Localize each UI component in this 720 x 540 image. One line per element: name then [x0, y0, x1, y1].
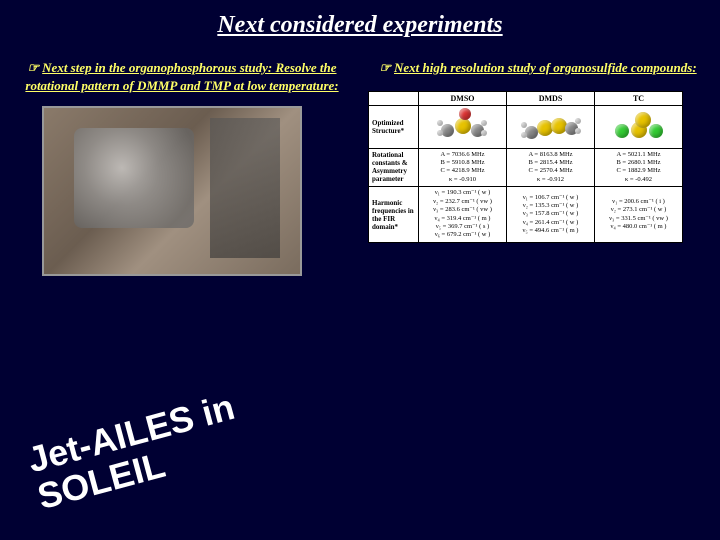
val: ν₃ = 331.5 cm⁻¹ ( vw )	[598, 215, 679, 223]
freq-dmso: ν₁ = 190.3 cm⁻¹ ( w ) ν₂ = 232.7 cm⁻¹ ( …	[419, 187, 507, 243]
pointer-icon: ☞	[379, 59, 391, 77]
val: ν₂ = 273.1 cm⁻¹ ( w )	[598, 206, 679, 214]
val: ν₁ = 106.7 cm⁻¹ ( w )	[510, 194, 591, 202]
right-heading-text: Next high resolution study of organosulf…	[394, 60, 697, 75]
row-label-structure: Optimized Structure*	[369, 105, 419, 148]
val: ν₃ = 283.6 cm⁻¹ ( vw )	[422, 206, 503, 214]
header-tc: TC	[595, 91, 683, 105]
left-column: ☞Next step in the organophosphorous stud…	[12, 59, 352, 276]
val: ν₂ = 232.7 cm⁻¹ ( vw )	[422, 198, 503, 206]
rot-tc: A = 5021.1 MHz B = 2680.1 MHz C = 1882.9…	[595, 148, 683, 187]
val: C = 2570.4 MHz	[510, 167, 591, 175]
content-row: ☞Next step in the organophosphorous stud…	[0, 39, 720, 276]
freq-tc: ν₁ = 200.6 cm⁻¹ ( i ) ν₂ = 273.1 cm⁻¹ ( …	[595, 187, 683, 243]
val: κ = -0.910	[422, 176, 503, 184]
val: ν₄ = 261.4 cm⁻¹ ( w )	[510, 219, 591, 227]
rot-dmds: A = 8163.8 MHz B = 2815.4 MHz C = 2570.4…	[507, 148, 595, 187]
val: ν₅ = 369.7 cm⁻¹ ( s )	[422, 223, 503, 231]
structure-row: Optimized Structure*	[369, 105, 683, 148]
table-header-row: DMSO DMDS TC	[369, 91, 683, 105]
compound-table: DMSO DMDS TC Optimized Structure*	[368, 91, 683, 243]
val: ν₆ = 679.2 cm⁻¹ ( w )	[422, 231, 503, 239]
row-label-rot: Rotational constants & Asymmetry paramet…	[369, 148, 419, 187]
header-dmso: DMSO	[419, 91, 507, 105]
lab-photo-placeholder	[42, 106, 302, 276]
val: ν₁ = 200.6 cm⁻¹ ( i )	[598, 198, 679, 206]
val: ν₃ = 157.8 cm⁻¹ ( w )	[510, 210, 591, 218]
val: ν₂ = 135.3 cm⁻¹ ( w )	[510, 202, 591, 210]
freq-row: Harmonic frequencies in the FIR domain* …	[369, 187, 683, 243]
val: ν₅ = 494.6 cm⁻¹ ( m )	[510, 227, 591, 235]
rot-dmso: A = 7036.6 MHz B = 5910.8 MHz C = 4218.9…	[419, 148, 507, 187]
header-dmds: DMDS	[507, 91, 595, 105]
val: κ = -0.492	[598, 176, 679, 184]
struct-dmds	[507, 105, 595, 148]
struct-tc	[595, 105, 683, 148]
row-label-freq: Harmonic frequencies in the FIR domain*	[369, 187, 419, 243]
right-column: ☞Next high resolution study of organosul…	[368, 59, 708, 276]
stamp-text: Jet-AILES in SOLEIL	[24, 388, 248, 516]
val: ν₄ = 319.4 cm⁻¹ ( m )	[422, 215, 503, 223]
slide-title: Next considered experiments	[0, 0, 720, 39]
header-blank	[369, 91, 419, 105]
struct-dmso	[419, 105, 507, 148]
right-heading: ☞Next high resolution study of organosul…	[368, 59, 708, 77]
val: A = 5021.1 MHz	[598, 151, 679, 159]
left-heading-text: Next step in the organophosphorous study…	[25, 60, 338, 93]
val: ν₁ = 190.3 cm⁻¹ ( w )	[422, 189, 503, 197]
val: B = 5910.8 MHz	[422, 159, 503, 167]
val: A = 8163.8 MHz	[510, 151, 591, 159]
rot-row: Rotational constants & Asymmetry paramet…	[369, 148, 683, 187]
val: B = 2815.4 MHz	[510, 159, 591, 167]
val: C = 1882.9 MHz	[598, 167, 679, 175]
freq-dmds: ν₁ = 106.7 cm⁻¹ ( w ) ν₂ = 135.3 cm⁻¹ ( …	[507, 187, 595, 243]
val: B = 2680.1 MHz	[598, 159, 679, 167]
pointer-icon: ☞	[28, 59, 40, 77]
val: κ = -0.912	[510, 176, 591, 184]
val: C = 4218.9 MHz	[422, 167, 503, 175]
left-heading: ☞Next step in the organophosphorous stud…	[12, 59, 352, 94]
val: A = 7036.6 MHz	[422, 151, 503, 159]
val: ν₄ = 480.0 cm⁻¹ ( m )	[598, 223, 679, 231]
